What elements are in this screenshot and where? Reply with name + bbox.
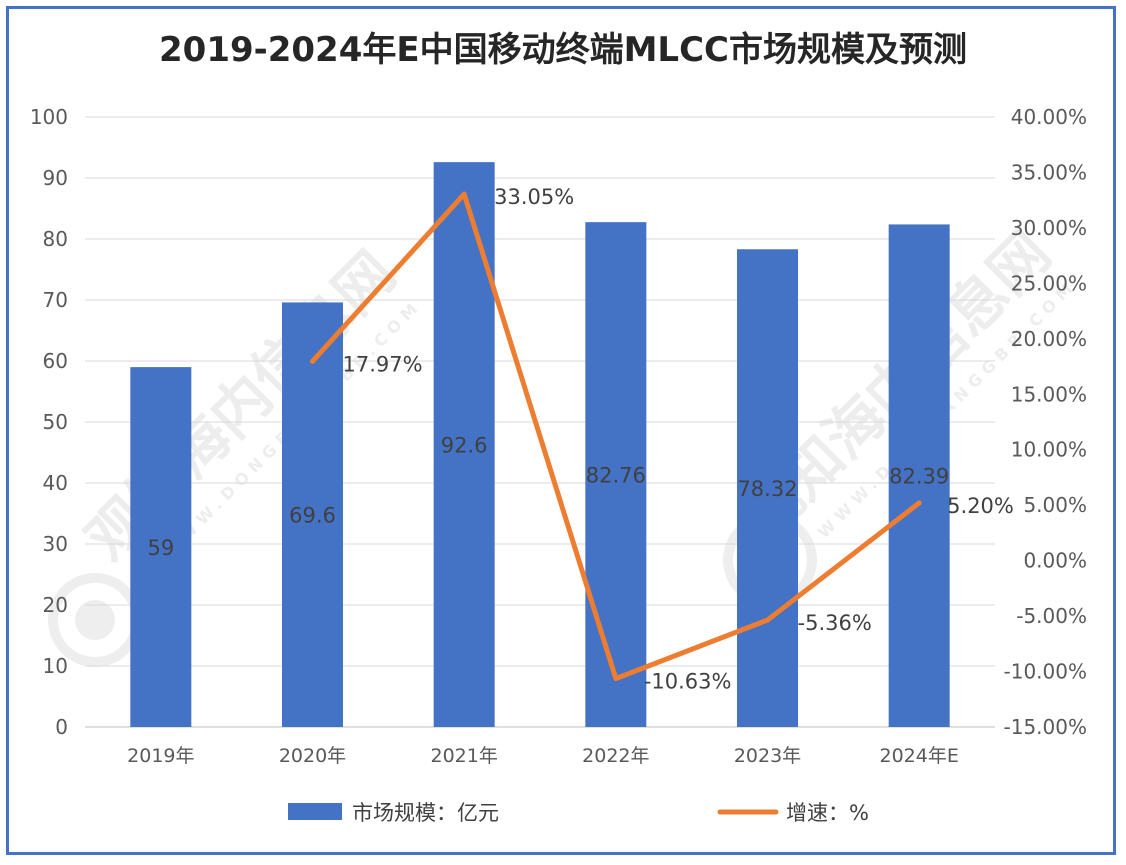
bar-value-label: 69.6 — [289, 504, 336, 528]
right-tick-label: -5.00% — [1016, 604, 1087, 628]
growth-value-label: 33.05% — [494, 185, 574, 209]
bar-value-label: 92.6 — [441, 434, 488, 458]
legend-item-line: 增速：% — [717, 801, 869, 825]
growth-value-label: -5.36% — [798, 611, 872, 635]
bar — [130, 367, 192, 727]
bar — [585, 222, 647, 727]
left-tick-label: 70 — [43, 288, 68, 312]
left-tick-label: 50 — [43, 410, 68, 434]
right-tick-label: 10.00% — [1011, 438, 1087, 462]
left-tick-label: 20 — [43, 593, 68, 617]
bar-value-label: 59 — [147, 536, 174, 560]
right-axis-ticks: -15.00% -10.00% -5.00% 0.00% 5.00% 10.00% 15.0… — [1004, 105, 1087, 739]
right-tick-label: -15.00% — [1004, 715, 1087, 739]
bar — [888, 224, 950, 727]
growth-point — [613, 676, 619, 682]
category-axis-labels: 2019年 2020年 2021年 2022年 2023年 2024年E — [127, 745, 959, 767]
left-tick-label: 60 — [43, 349, 68, 373]
category-label: 2024年E — [879, 745, 958, 767]
left-tick-label: 40 — [43, 471, 68, 495]
right-tick-label: 30.00% — [1011, 216, 1087, 240]
legend-swatch-bar — [288, 803, 342, 820]
left-tick-label: 80 — [43, 227, 68, 251]
right-tick-label: 0.00% — [1023, 549, 1087, 573]
growth-point — [916, 500, 922, 506]
left-tick-label: 90 — [43, 166, 68, 190]
bar-value-label: 78.32 — [737, 477, 797, 501]
category-label: 2021年 — [430, 745, 497, 767]
bar-value-label: 82.39 — [889, 465, 949, 489]
legend-item-bar: 市场规模：亿元 — [288, 801, 499, 825]
left-tick-label: 30 — [43, 532, 68, 556]
growth-value-label: -10.63% — [644, 670, 732, 694]
category-label: 2023年 — [734, 745, 801, 767]
right-tick-label: -10.00% — [1004, 660, 1087, 684]
growth-point — [765, 617, 770, 623]
line-data-labels: 17.97% 33.05% -10.63% -5.36% 5.20% — [343, 185, 1014, 693]
chart-title: 2019-2024年E中国移动终端MLCC市场规模及预测 — [159, 30, 967, 70]
right-tick-label: 5.00% — [1023, 493, 1087, 517]
right-tick-label: 40.00% — [1011, 105, 1087, 129]
left-tick-label: 10 — [43, 654, 68, 678]
right-tick-label: 35.00% — [1011, 160, 1087, 184]
left-axis-ticks: 0 10 20 30 40 50 60 70 80 90 100 — [30, 105, 68, 739]
watermark-cn: 观知海内信息网 — [73, 238, 408, 573]
growth-point — [310, 358, 315, 364]
right-tick-label: 15.00% — [1011, 382, 1087, 406]
category-label: 2019年 — [127, 745, 194, 767]
bar-series — [130, 162, 950, 728]
legend: 市场规模：亿元 增速：% — [288, 801, 869, 825]
gridlines — [85, 116, 995, 728]
bar-data-labels: 59 69.6 92.6 82.76 78.32 82.39 — [147, 434, 949, 560]
bar — [737, 249, 798, 728]
growth-point — [461, 191, 467, 197]
line-series — [310, 191, 922, 682]
bar — [282, 302, 343, 727]
category-label: 2020年 — [279, 745, 346, 767]
bar-value-label: 82.76 — [586, 464, 646, 488]
growth-value-label: 5.20% — [947, 494, 1014, 518]
watermark-logo — [48, 573, 142, 667]
right-tick-label: 20.00% — [1011, 327, 1087, 351]
left-tick-label: 0 — [55, 715, 68, 739]
growth-value-label: 17.97% — [343, 352, 423, 376]
legend-label-line: 增速：% — [786, 801, 869, 825]
left-tick-label: 100 — [30, 105, 68, 129]
category-label: 2022年 — [582, 745, 649, 767]
legend-label-bar: 市场规模：亿元 — [352, 801, 499, 825]
right-tick-label: 25.00% — [1011, 271, 1087, 295]
